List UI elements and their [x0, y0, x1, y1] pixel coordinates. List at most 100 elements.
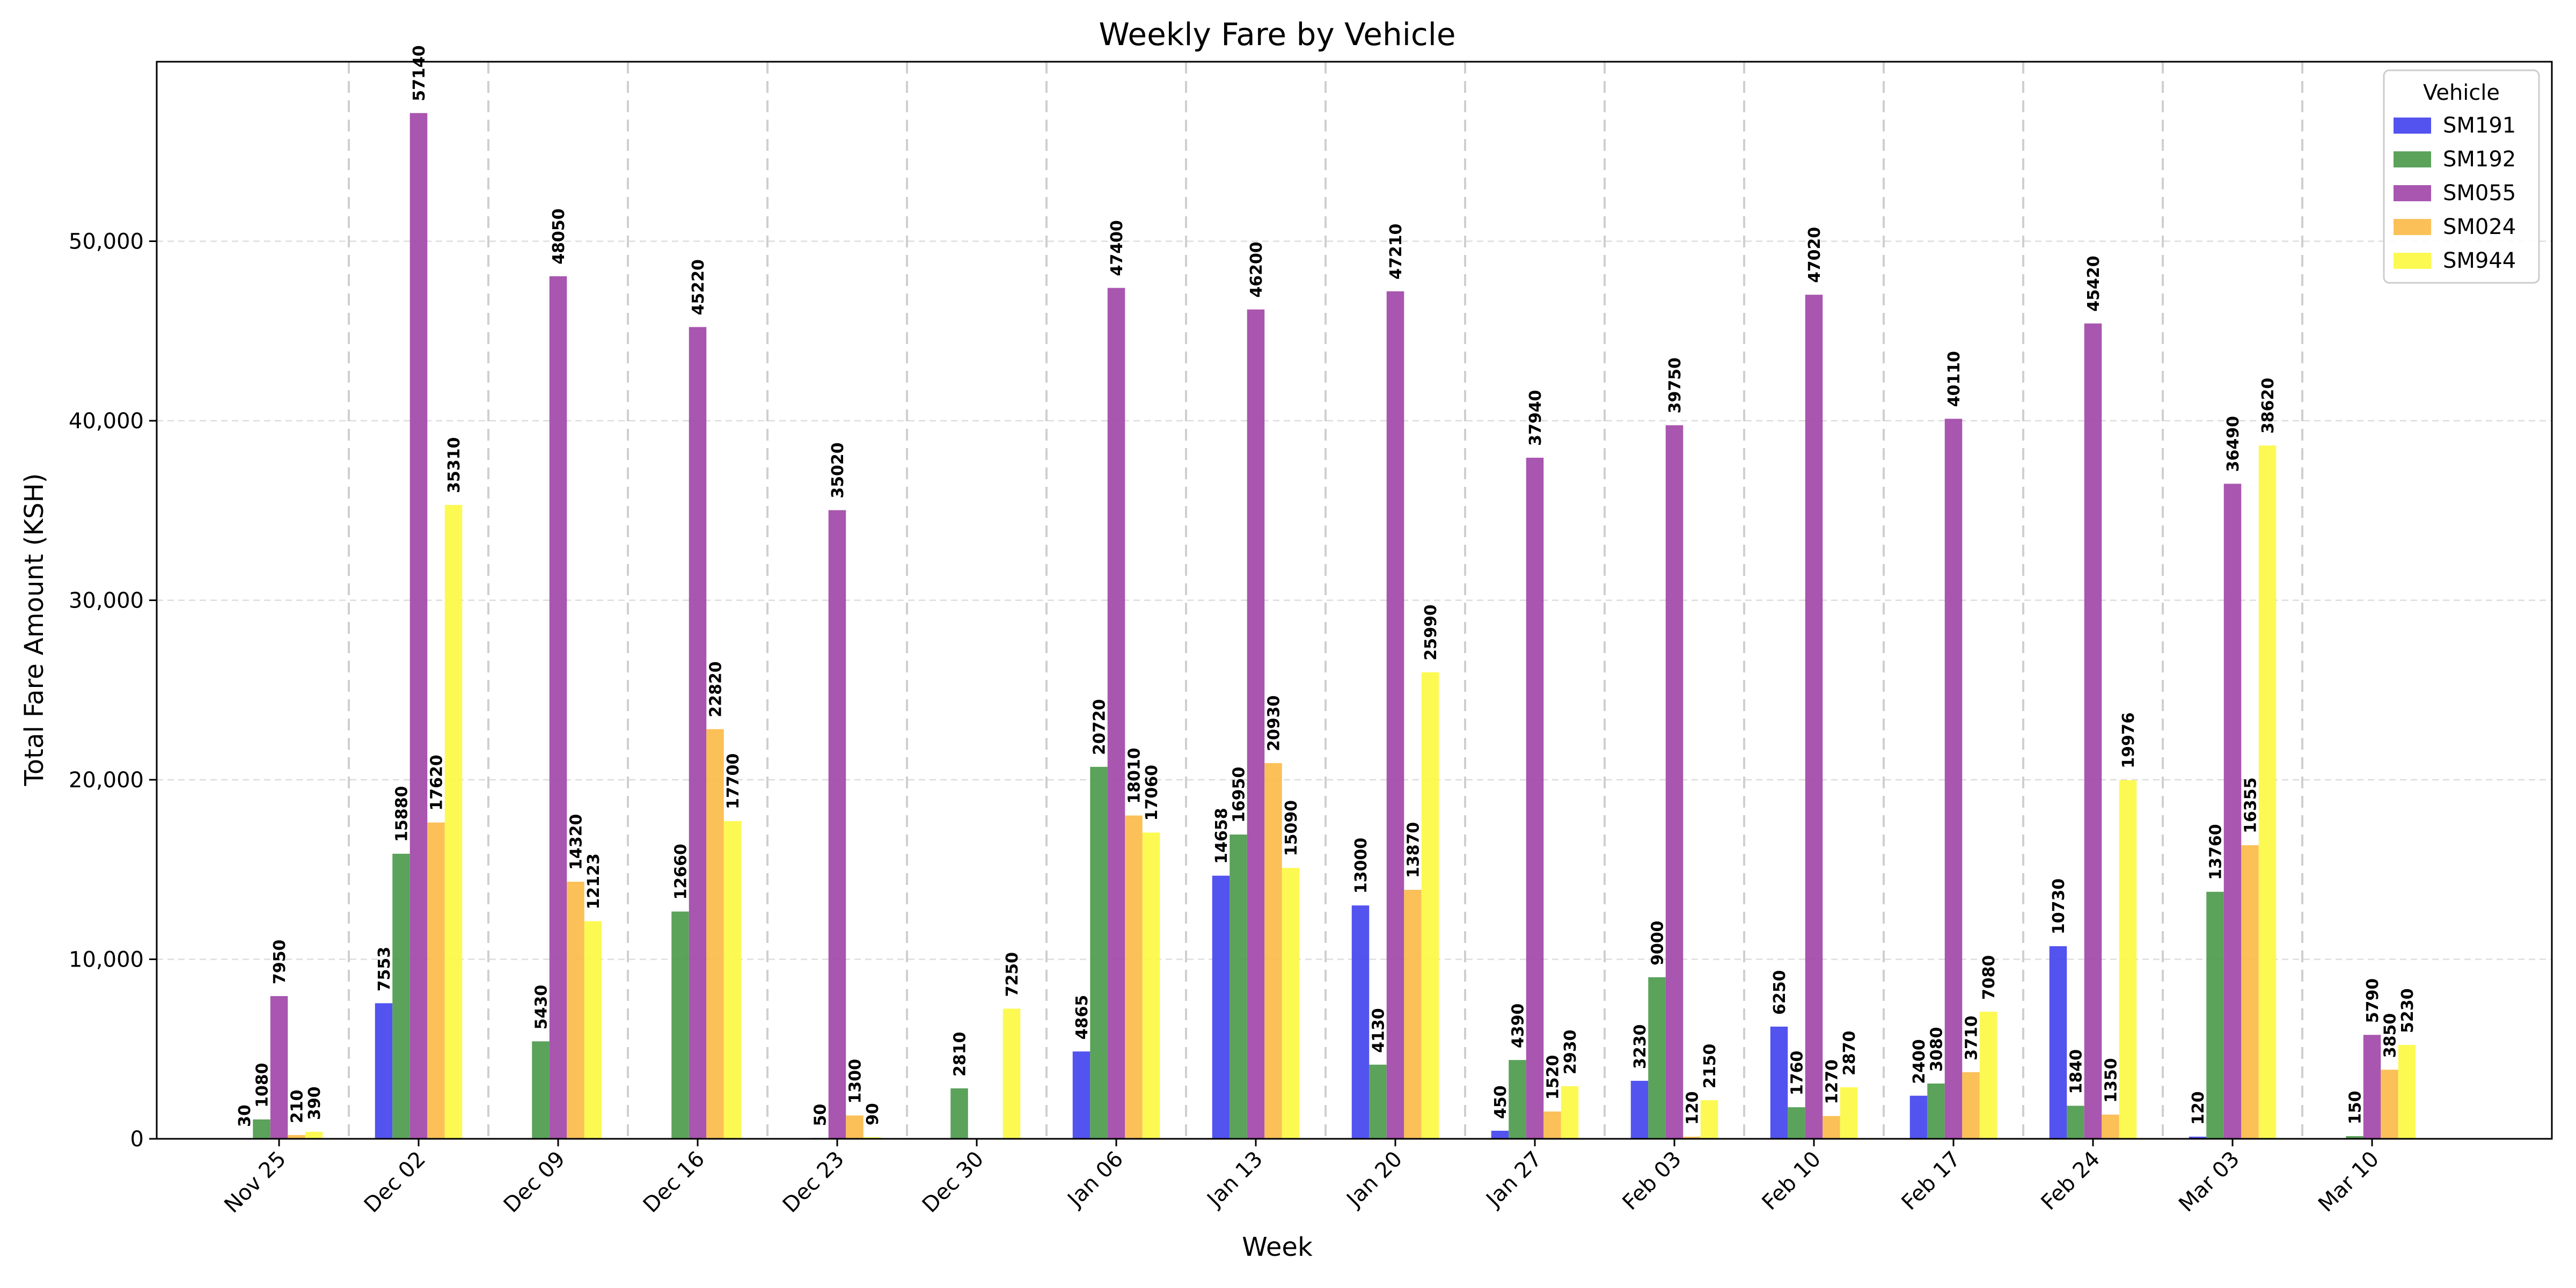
bar-sm192: [532, 1041, 550, 1139]
data-label: 12660: [672, 844, 691, 899]
bar-sm944: [1142, 832, 1160, 1139]
data-label: 15880: [393, 786, 412, 841]
bar-sm055: [1107, 288, 1125, 1139]
bar-sm024: [427, 822, 445, 1139]
x-axis-label: Week: [1242, 1232, 1313, 1262]
bar-sm944: [1840, 1087, 1858, 1139]
data-label: 3230: [1631, 1024, 1650, 1069]
data-label: 47210: [1387, 223, 1406, 279]
bar-sm192: [2206, 891, 2224, 1139]
bar-sm191: [1770, 1026, 1788, 1139]
bar-sm024: [1962, 1072, 1980, 1139]
data-label: 12123: [584, 853, 603, 909]
data-label: 14320: [567, 814, 586, 870]
data-label: 5230: [2398, 989, 2417, 1034]
data-label: 17700: [724, 753, 743, 809]
data-label: 30: [236, 1104, 254, 1127]
bar-sm944: [1979, 1012, 1997, 1139]
y-tick-label: 50,000: [69, 230, 144, 254]
data-label: 2810: [951, 1032, 970, 1077]
data-label: 13000: [1352, 838, 1371, 894]
y-axis-label: Total Fare Amount (KSH): [19, 473, 49, 787]
legend-swatch: [2394, 151, 2431, 167]
data-label: 10730: [2050, 879, 2068, 934]
bar-sm024: [2102, 1114, 2119, 1139]
y-tick-label: 30,000: [69, 589, 144, 613]
data-label: 57140: [410, 45, 429, 101]
legend-item-label: SM191: [2443, 113, 2516, 138]
data-label: 45420: [2084, 255, 2103, 311]
bar-sm024: [1683, 1136, 1701, 1139]
bar-sm055: [689, 327, 707, 1139]
bar-sm192: [2346, 1136, 2363, 1139]
bar-sm192: [671, 911, 689, 1139]
legend-item-label: SM024: [2443, 215, 2516, 239]
data-label: 40110: [1945, 351, 1964, 407]
bar-sm024: [1264, 763, 1282, 1139]
data-label: 3080: [1928, 1027, 1946, 1072]
bar-sm944: [863, 1137, 881, 1139]
data-label: 1520: [1544, 1055, 1563, 1100]
data-label: 45220: [689, 259, 708, 315]
data-label: 16355: [2242, 778, 2260, 833]
data-label: 17620: [428, 755, 447, 810]
bar-sm192: [1090, 766, 1108, 1139]
data-label: 19976: [2119, 712, 2138, 768]
bar-sm024: [288, 1135, 305, 1139]
bar-sm192: [253, 1119, 270, 1139]
bar-sm191: [2049, 946, 2067, 1139]
data-label: 38620: [2259, 378, 2278, 434]
data-label: 47400: [1108, 220, 1126, 276]
data-label: 2870: [1840, 1030, 1859, 1075]
data-label: 7080: [1980, 955, 1999, 1000]
bar-sm055: [1944, 419, 1963, 1139]
bar-sm944: [305, 1131, 323, 1139]
bar-sm944: [2398, 1045, 2416, 1139]
data-label: 13760: [2207, 824, 2226, 880]
data-label: 36490: [2224, 416, 2243, 472]
data-label: 18010: [1125, 748, 1144, 803]
data-label: 35020: [829, 442, 847, 498]
bar-sm944: [1421, 672, 1439, 1139]
bar-sm944: [1700, 1100, 1718, 1139]
data-label: 1760: [1788, 1051, 1807, 1096]
bar-sm055: [1386, 291, 1404, 1139]
bar-sm055: [1526, 457, 1544, 1139]
data-label: 15090: [1282, 800, 1301, 856]
data-label: 90: [863, 1103, 882, 1125]
bar-sm055: [409, 113, 428, 1139]
data-label: 17060: [1143, 765, 1161, 821]
data-label: 22820: [707, 661, 726, 717]
bar-sm024: [1543, 1111, 1561, 1139]
data-label: 1350: [2102, 1058, 2121, 1103]
bar-sm192: [950, 1088, 968, 1139]
bar-sm055: [828, 510, 846, 1139]
legend-swatch: [2394, 118, 2431, 134]
bar-sm055: [270, 996, 288, 1139]
data-label: 4390: [1509, 1004, 1528, 1049]
data-label: 1300: [846, 1059, 865, 1104]
bar-sm191: [1072, 1051, 1091, 1139]
legend-swatch: [2394, 219, 2431, 235]
data-label: 210: [288, 1089, 307, 1123]
bar-sm024: [2241, 845, 2259, 1139]
data-label: 5430: [532, 985, 551, 1030]
data-label: 7250: [1003, 952, 1022, 997]
data-label: 35310: [445, 437, 464, 493]
bar-sm192: [1509, 1060, 1526, 1139]
data-label: 48050: [550, 208, 568, 264]
data-label: 5790: [2363, 978, 2382, 1023]
bar-sm944: [1561, 1086, 1579, 1139]
bar-sm024: [1823, 1116, 1840, 1139]
bar-sm024: [846, 1115, 863, 1139]
data-label: 150: [2346, 1091, 2365, 1124]
y-tick-label: 10,000: [69, 948, 144, 972]
chart-title: Weekly Fare by Vehicle: [1099, 16, 1455, 53]
bar-sm055: [2223, 484, 2242, 1139]
data-label: 20930: [1265, 696, 1284, 751]
bar-sm191: [1630, 1080, 1649, 1139]
bar-sm944: [444, 504, 463, 1139]
legend-swatch: [2394, 185, 2431, 201]
